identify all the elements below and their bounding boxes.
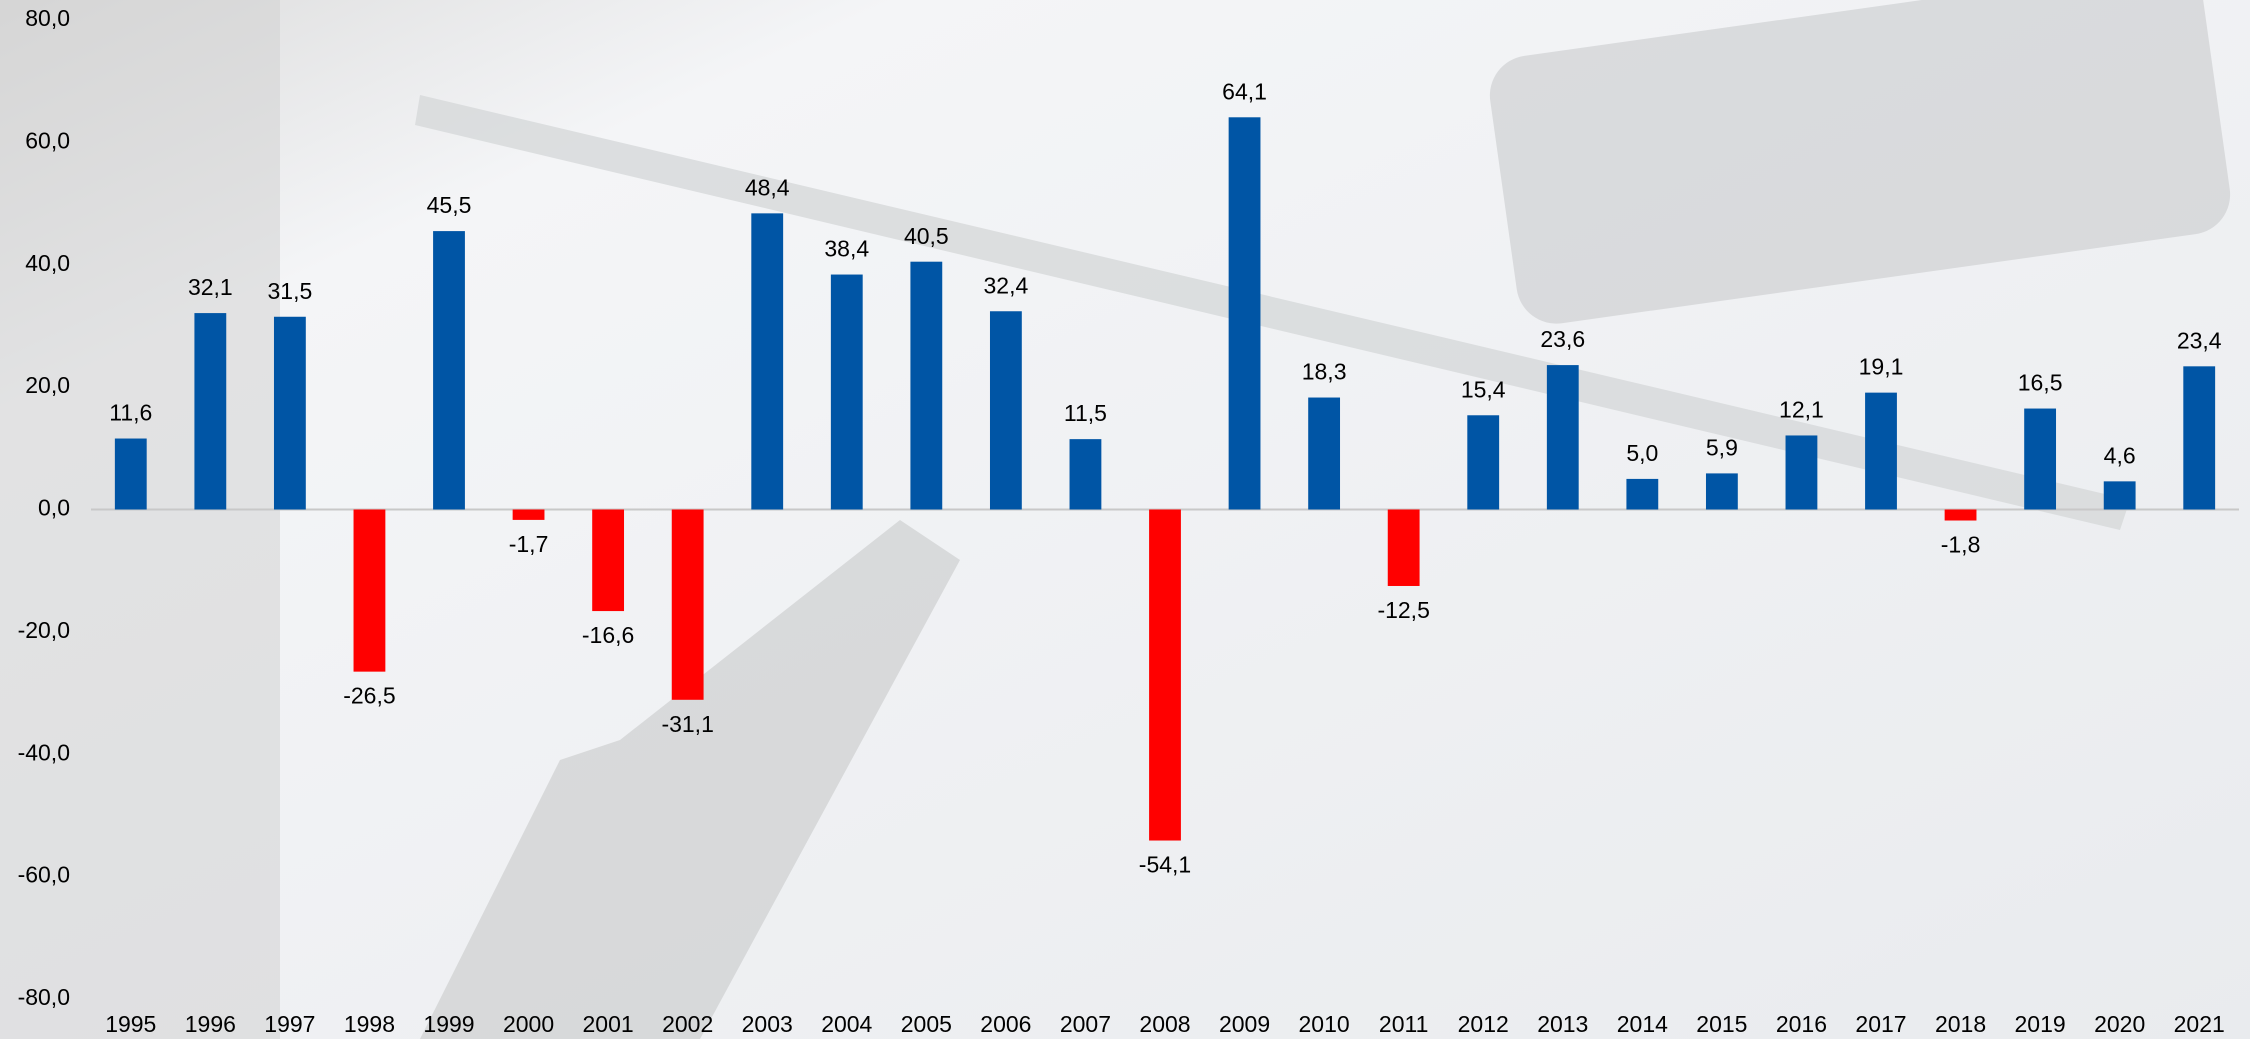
x-tick-label: 1999: [423, 1011, 474, 1037]
x-tick-label: 2021: [2174, 1011, 2225, 1037]
bar: [2183, 366, 2216, 510]
y-tick-label: 20,0: [25, 372, 70, 398]
y-tick-label: 60,0: [25, 127, 70, 153]
background-calculator: [1489, 0, 2231, 324]
value-label: 5,0: [1626, 440, 1658, 466]
y-tick-label: -80,0: [18, 984, 70, 1010]
bar: [592, 509, 625, 612]
value-label: -31,1: [661, 711, 713, 737]
bar: [910, 261, 943, 510]
y-tick-label: 0,0: [38, 495, 70, 521]
x-tick-label: 2010: [1299, 1011, 1350, 1037]
x-tick-label: 2014: [1617, 1011, 1668, 1037]
x-tick-label: 1998: [344, 1011, 395, 1037]
bar: [2103, 481, 2136, 510]
x-tick-label: 2012: [1458, 1011, 1509, 1037]
value-label: 15,4: [1461, 376, 1506, 402]
bar: [989, 311, 1022, 510]
bar: [1467, 415, 1500, 510]
bar: [512, 509, 545, 520]
x-tick-label: 2020: [2094, 1011, 2145, 1037]
value-label: -1,8: [1941, 532, 1981, 558]
bar: [1069, 439, 1102, 510]
y-tick-label: 40,0: [25, 250, 70, 276]
value-label: 31,5: [268, 278, 313, 304]
bar: [671, 509, 704, 700]
value-label: -54,1: [1139, 852, 1191, 878]
bar: [433, 231, 465, 510]
bar: [1228, 117, 1261, 510]
bar: [830, 274, 863, 510]
value-label: -1,7: [509, 531, 549, 557]
bar: [1387, 509, 1420, 586]
value-label: 23,6: [1540, 326, 1585, 352]
bar: [1546, 365, 1579, 510]
bar: [1149, 509, 1181, 841]
x-tick-label: 1997: [264, 1011, 315, 1037]
value-label: 11,5: [1064, 400, 1107, 426]
x-tick-label: 2017: [1855, 1011, 1906, 1037]
x-tick-label: 2005: [901, 1011, 952, 1037]
value-label: 32,4: [984, 272, 1029, 298]
x-tick-label: 2016: [1776, 1011, 1827, 1037]
y-tick-label: 80,0: [25, 5, 70, 31]
x-tick-label: 2006: [980, 1011, 1031, 1037]
bar: [194, 313, 227, 510]
value-label: 12,1: [1779, 397, 1824, 423]
x-tick-label: 2018: [1935, 1011, 1986, 1037]
value-label: 11,6: [109, 400, 152, 426]
bar: [2024, 408, 2057, 510]
value-label: -12,5: [1377, 597, 1429, 623]
x-tick-label: 2015: [1696, 1011, 1747, 1037]
value-label: 19,1: [1859, 354, 1904, 380]
x-tick-label: 1996: [185, 1011, 236, 1037]
value-label: 45,5: [427, 192, 472, 218]
background-shade: [0, 0, 280, 1039]
background-caliper: [420, 520, 960, 1039]
value-label: 5,9: [1706, 434, 1738, 460]
x-tick-label: 2011: [1379, 1011, 1428, 1037]
value-label: -26,5: [343, 683, 395, 709]
value-label: 16,5: [2018, 370, 2063, 396]
bar: [114, 438, 147, 510]
value-label: 38,4: [824, 236, 869, 262]
bar: [273, 316, 306, 510]
x-tick-label: 2008: [1139, 1011, 1190, 1037]
y-tick-label: -20,0: [18, 617, 70, 643]
bar: [1865, 392, 1897, 510]
x-tick-label: 2000: [503, 1011, 554, 1037]
value-label: 23,4: [2177, 327, 2222, 353]
bar: [1308, 397, 1341, 510]
x-tick-label: 2019: [2015, 1011, 2066, 1037]
x-tick-label: 2001: [583, 1011, 634, 1037]
x-tick-label: 2004: [821, 1011, 872, 1037]
x-tick-label: 2007: [1060, 1011, 1111, 1037]
x-tick-label: 2003: [742, 1011, 793, 1037]
bar: [1626, 478, 1659, 510]
y-tick-label: -40,0: [18, 739, 70, 765]
x-tick-label: 2002: [662, 1011, 713, 1037]
bar: [353, 509, 386, 672]
value-label: 48,4: [745, 174, 790, 200]
value-label: -16,6: [582, 622, 634, 648]
x-tick-label: 1995: [105, 1011, 156, 1037]
bar: [1785, 435, 1818, 510]
background-ruler: [415, 95, 2130, 530]
bar: [751, 213, 784, 510]
x-tick-label: 2013: [1537, 1011, 1588, 1037]
value-label: 64,1: [1222, 78, 1267, 104]
value-label: 40,5: [904, 223, 949, 249]
x-tick-label: 2009: [1219, 1011, 1270, 1037]
value-label: 18,3: [1302, 359, 1347, 385]
bar: [1944, 509, 1977, 521]
y-tick-label: -60,0: [18, 862, 70, 888]
value-label: 4,6: [2104, 442, 2136, 468]
bar: [1705, 473, 1738, 510]
value-label: 32,1: [188, 274, 233, 300]
